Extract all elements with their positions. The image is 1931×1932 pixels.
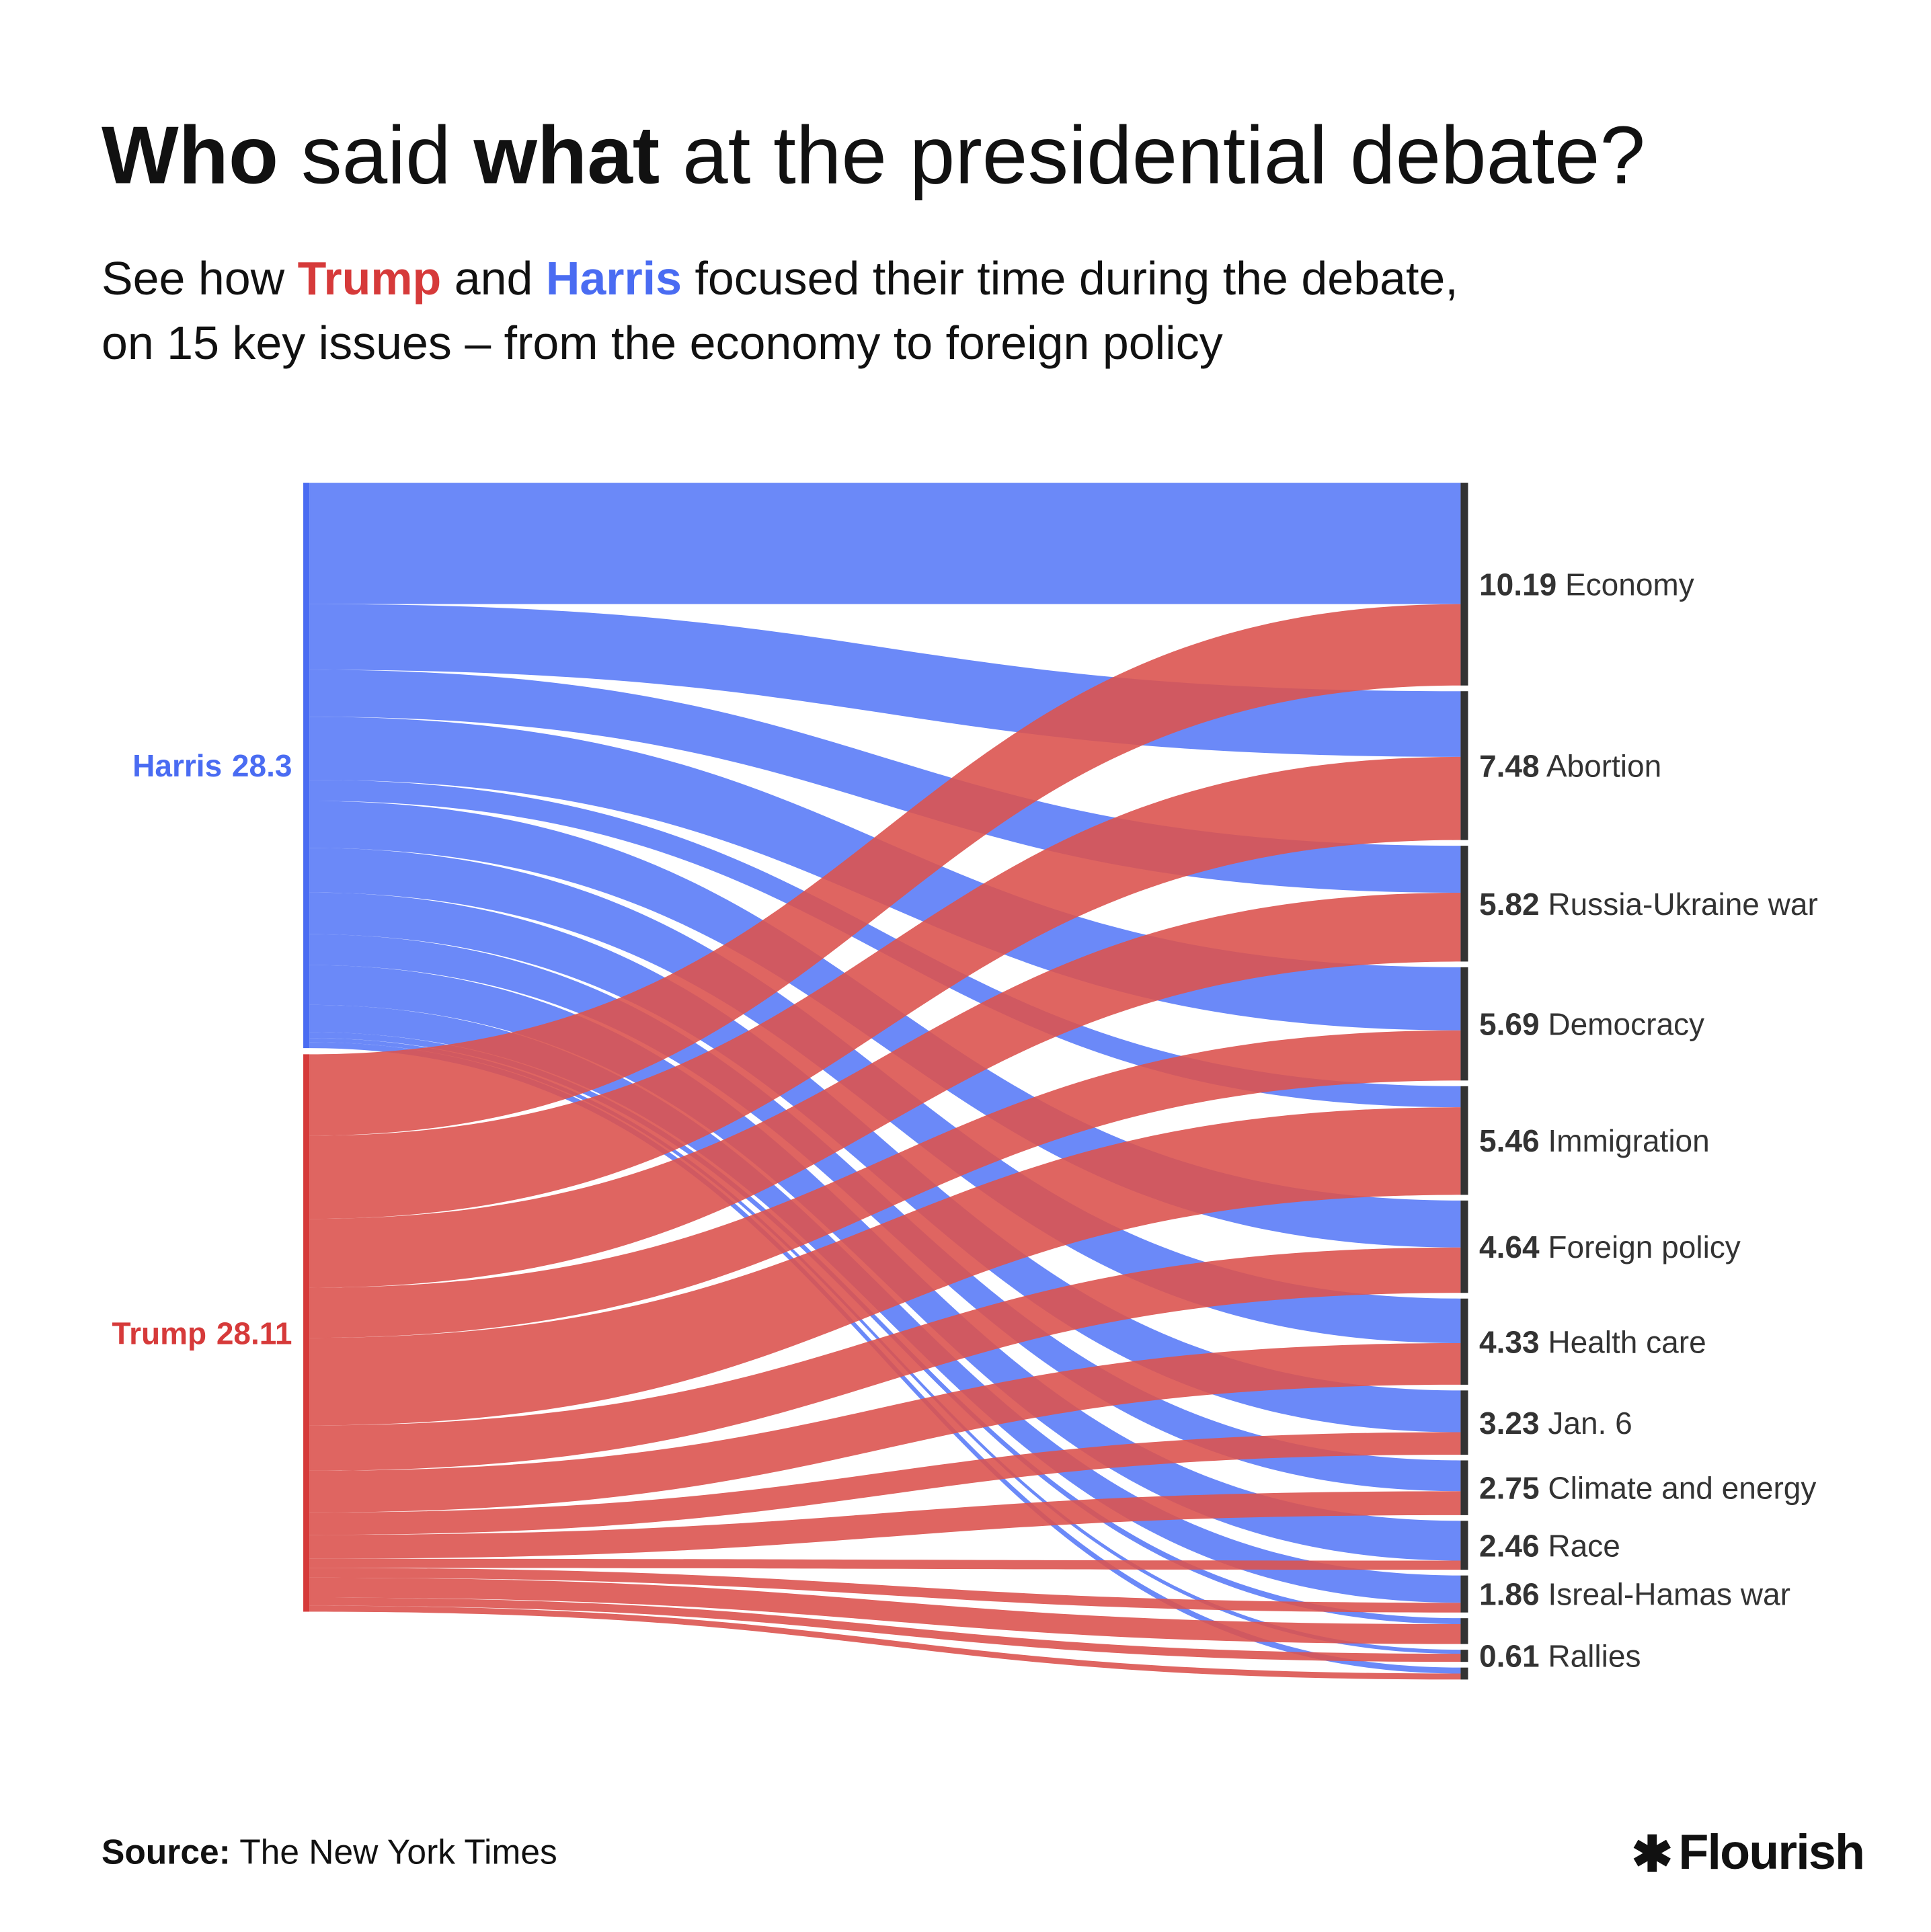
node-issue-3 (1460, 967, 1468, 1081)
issue-value: 7.48 (1479, 748, 1540, 783)
issue-label: 1.86 Isreal-Hamas war (1479, 1577, 1790, 1612)
subtitle-text: See how (102, 252, 298, 305)
issue-value: 5.82 (1479, 887, 1540, 922)
link-harris-8 (309, 934, 1461, 1492)
issue-label: 5.69 Democracy (1479, 1007, 1704, 1042)
title-text: at the presidential debate? (660, 110, 1645, 201)
node-issue-8 (1460, 1460, 1468, 1515)
chart-title: Who said what at the presidential debate… (102, 110, 1645, 201)
issue-value: 4.64 (1479, 1230, 1540, 1264)
issue-label: 0.61 Rallies (1479, 1639, 1641, 1674)
subtitle-text: and (441, 252, 546, 305)
issue-name: Rallies (1540, 1639, 1641, 1674)
link-trump-6 (309, 1343, 1461, 1513)
sankey-labels: 10.19 Economy 7.48 Abortion 5.82 Russia-Uk… (112, 567, 1818, 1673)
link-trump-2 (309, 892, 1461, 1288)
issue-label: 4.33 Health care (1479, 1324, 1706, 1359)
asterisk-icon: ✱ (1631, 1826, 1673, 1882)
link-harris-0 (309, 483, 1461, 604)
node-issue-5 (1460, 1200, 1468, 1293)
issue-name: Race (1540, 1528, 1620, 1563)
issue-label: 10.19 Economy (1479, 567, 1694, 602)
source-name: Trump (112, 1316, 207, 1351)
node-issue-0 (1460, 483, 1468, 686)
link-trump-12 (309, 1597, 1461, 1662)
flourish-logo: ✱ Flourish (1631, 1824, 1864, 1882)
link-trump-8 (309, 1491, 1461, 1559)
issue-label: 2.75 Climate and energy (1479, 1471, 1816, 1506)
title-text: said (278, 110, 473, 201)
issue-label: 5.46 Immigration (1479, 1123, 1710, 1158)
source-value: 28.3 (232, 748, 292, 783)
issue-value: 2.75 (1479, 1471, 1540, 1506)
link-trump-4 (309, 1107, 1461, 1426)
issue-name: Democracy (1540, 1007, 1704, 1042)
issue-label: 2.46 Race (1479, 1528, 1620, 1563)
subtitle-line-1: See how Trump and Harris focused their t… (102, 252, 1458, 305)
issue-name: Health care (1540, 1324, 1706, 1359)
source-label-trump: Trump 28.11 (112, 1316, 292, 1351)
issue-label: 3.23 Jan. 6 (1479, 1406, 1632, 1441)
issue-value: 1.86 (1479, 1577, 1540, 1612)
issue-name: Economy (1556, 567, 1694, 602)
subtitle-harris: Harris (546, 252, 682, 305)
source-value: 28.11 (216, 1316, 292, 1351)
link-harris-11 (309, 1032, 1461, 1625)
flourish-logo-text: Flourish (1678, 1824, 1864, 1880)
node-issue-10 (1460, 1575, 1468, 1613)
issue-value: 4.33 (1479, 1324, 1540, 1359)
title-bold-who: Who (102, 110, 278, 201)
issue-value: 10.19 (1479, 567, 1556, 602)
title-bold-what: what (473, 110, 660, 201)
subtitle-text: focused their time during the debate, (682, 252, 1458, 305)
node-issue-9 (1460, 1521, 1468, 1570)
link-trump-10 (309, 1568, 1461, 1613)
issue-label: 4.64 Foreign policy (1479, 1230, 1741, 1264)
link-trump-1 (309, 756, 1461, 1219)
node-trump (303, 1054, 310, 1612)
link-trump-3 (309, 1030, 1461, 1338)
issue-name: Immigration (1540, 1123, 1710, 1158)
issue-name: Abortion (1540, 748, 1662, 783)
source-note: Source: The New York Times (102, 1833, 557, 1871)
node-issue-12 (1460, 1650, 1468, 1662)
link-trump-5 (309, 1247, 1461, 1471)
node-issue-7 (1460, 1390, 1468, 1455)
issue-name: Climate and energy (1540, 1471, 1817, 1506)
node-issue-11 (1460, 1618, 1468, 1644)
issue-name: Isreal-Hamas war (1540, 1577, 1790, 1612)
source-label-harris: Harris 28.3 (132, 748, 292, 783)
link-trump-11 (309, 1577, 1461, 1644)
issue-name: Jan. 6 (1540, 1406, 1632, 1441)
node-issue-13 (1460, 1667, 1468, 1680)
issue-label: 5.82 Russia-Ukraine war (1479, 887, 1818, 922)
link-trump-7 (309, 1432, 1461, 1535)
source-name: Harris (132, 748, 222, 783)
issue-label: 7.48 Abortion (1479, 748, 1661, 783)
issue-value: 5.46 (1479, 1123, 1540, 1158)
node-issue-4 (1460, 1086, 1468, 1195)
source-text: The New York Times (231, 1833, 557, 1871)
node-issue-2 (1460, 846, 1468, 962)
issue-name: Russia-Ukraine war (1540, 887, 1818, 922)
issue-value: 5.69 (1479, 1007, 1540, 1042)
source-label: Source: (102, 1833, 231, 1871)
issue-name: Foreign policy (1540, 1230, 1741, 1264)
subtitle-line-2: on 15 key issues – from the economy to f… (102, 317, 1223, 369)
sankey-links (309, 483, 1461, 1680)
subtitle-trump: Trump (298, 252, 442, 305)
issue-value: 0.61 (1479, 1639, 1540, 1674)
node-issue-1 (1460, 691, 1468, 840)
sankey-nodes (303, 483, 1468, 1680)
issue-value: 2.46 (1479, 1528, 1540, 1563)
issue-value: 3.23 (1479, 1406, 1540, 1441)
link-trump-0 (309, 604, 1461, 1136)
link-trump-13 (309, 1605, 1461, 1680)
node-issue-6 (1460, 1298, 1468, 1385)
link-trump-9 (309, 1558, 1461, 1570)
link-harris-4 (309, 780, 1461, 1108)
node-harris (303, 483, 310, 1049)
